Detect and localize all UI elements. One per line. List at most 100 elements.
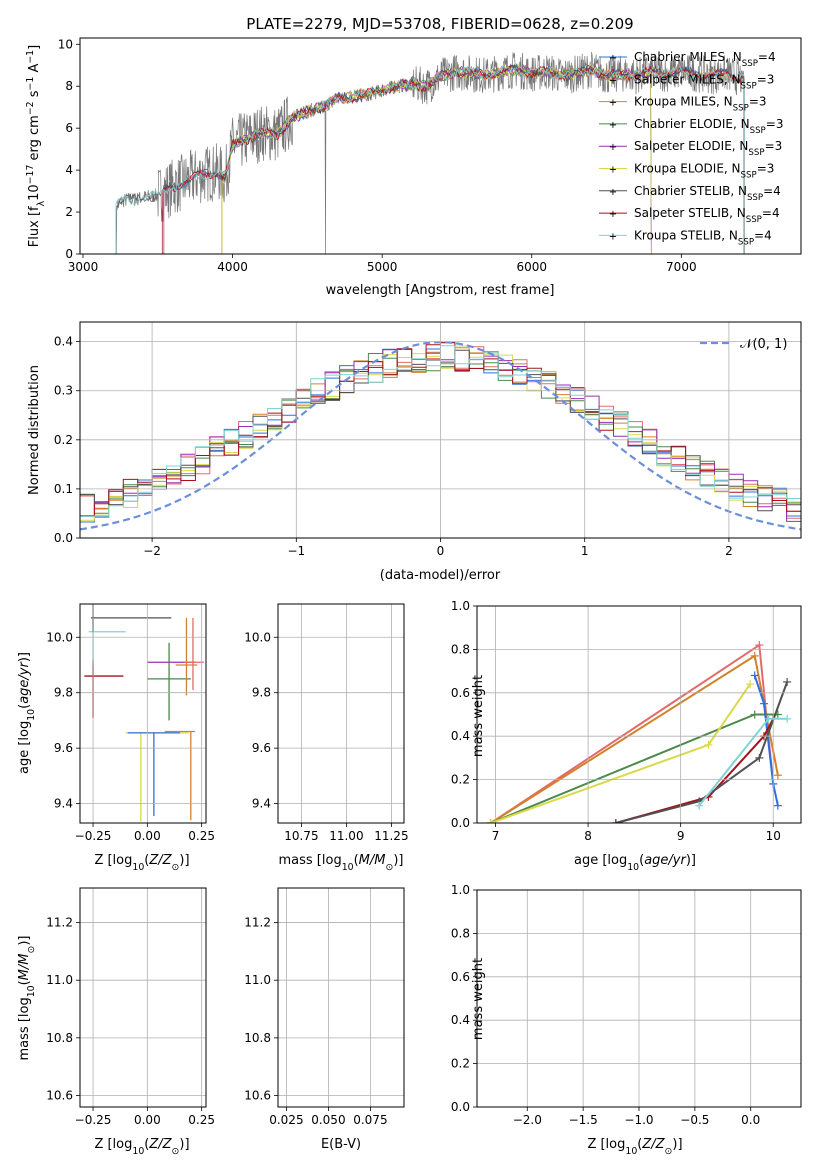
x-tick-label: 0.025 — [269, 1113, 303, 1127]
axes-frame — [476, 889, 802, 1108]
x-tick-label: 6000 — [516, 260, 547, 274]
mw-z-ylabel: mass weight — [471, 958, 486, 1040]
x-tick-label: −0.5 — [680, 1113, 709, 1127]
mass-weight-line-salpeter_stelib — [717, 1081, 751, 1107]
x-tick-label: 0.0 — [741, 1113, 760, 1127]
y-tick-label: 11.0 — [244, 973, 271, 987]
legend-marker: + — [609, 187, 617, 198]
x-tick-label: 0.00 — [134, 1113, 161, 1127]
x-tick-label: −0.25 — [75, 1113, 112, 1127]
y-tick-label: 0.0 — [451, 1100, 470, 1114]
x-tick-label: −2 — [143, 544, 161, 558]
y-tick-label: 2 — [65, 205, 73, 219]
x-tick-label: −2.0 — [513, 1113, 542, 1127]
errorbar-axes: −0.25 0.00 0.25 9.4 9.6 9.8 10.0 — [46, 603, 215, 843]
legend-label: Kroupa ELODIE, NSSP=3 — [634, 162, 774, 181]
model-chabrier_elodie — [221, 65, 652, 254]
mass-weight-line-kroupa_elodie — [490, 683, 751, 823]
x-tick-label: 11.00 — [329, 829, 363, 843]
y-tick-label: 10.0 — [244, 630, 271, 644]
y-tick-label: 10 — [58, 37, 73, 51]
model-salpeter_stelib — [161, 64, 745, 254]
legend-label: Salpeter MILES, NSSP=3 — [634, 72, 774, 91]
model-kroupa_miles — [221, 64, 745, 254]
mass-weight-axes: 7 8 9 10 0.0 0.2 0.4 0.6 0.8 1.0 — [451, 599, 802, 843]
y-tick-label: 8 — [65, 79, 73, 93]
y-tick-label: 1.0 — [451, 883, 470, 897]
x-tick-label: −0.25 — [75, 829, 112, 843]
errorbar-axes-marks — [84, 604, 204, 822]
x-tick-label: 0.050 — [311, 1113, 345, 1127]
mass-weight-line-kroupa_miles — [490, 654, 779, 823]
mass-weight-line-chabrier_elodie — [751, 999, 785, 1108]
y-tick-label: 4 — [65, 163, 73, 177]
axes-frame — [79, 37, 802, 255]
errorbar-axes: 0.025 0.050 0.075 10.6 10.8 11.0 11.2 — [244, 887, 405, 1127]
model-kroupa_stelib — [115, 64, 745, 254]
y-tick-label: 0.2 — [54, 433, 73, 447]
model-chabrier_miles — [163, 63, 745, 254]
mass-weight-axes: −2.0 −1.5 −1.0 −0.5 0.0 0.0 0.2 0.4 0.6 0.8 1.0 — [451, 883, 802, 1127]
x-tick-label: 0 — [437, 544, 445, 558]
y-tick-label: 0.3 — [54, 384, 73, 398]
age-z-ylabel: age [log10(age/yr)] — [17, 652, 37, 774]
y-tick-label: 0.6 — [451, 970, 470, 984]
axes-frame — [79, 603, 207, 824]
legend-marker: + — [609, 98, 617, 109]
legend-marker: + — [609, 120, 617, 131]
errorbar-axes-marks — [290, 900, 398, 1099]
x-tick-label: 5000 — [367, 260, 398, 274]
x-tick-label: 3000 — [68, 260, 99, 274]
y-tick-label: 11.2 — [46, 916, 73, 930]
legend-normal-label: 𝒩(0, 1) — [740, 337, 787, 352]
errorbar-axes-marks — [84, 900, 199, 1096]
x-tick-label: 10 — [766, 829, 781, 843]
mass-weight-line-kroupa_elodie — [751, 1029, 785, 1107]
figure-title: PLATE=2279, MJD=53708, FIBERID=0628, z=0… — [246, 15, 633, 33]
y-tick-label: 9.8 — [252, 686, 271, 700]
y-tick-label: 10.0 — [46, 630, 73, 644]
model-kroupa_elodie — [221, 62, 652, 254]
mw-z-xlabel: Z [log10(Z/Z⊙)] — [587, 1137, 682, 1157]
mass-weight-line-chabrier_miles — [753, 675, 779, 806]
x-tick-label: 7000 — [666, 260, 697, 274]
mass-weight-line-chabrier_stelib — [717, 1096, 751, 1107]
y-tick-label: 0.0 — [451, 816, 470, 830]
axes-frame — [79, 887, 207, 1108]
x-tick-label: 7 — [492, 829, 500, 843]
x-tick-label: 0.25 — [188, 829, 215, 843]
mw-age-ylabel: mass weight — [471, 675, 486, 757]
y-tick-label: 10.8 — [46, 1031, 73, 1045]
y-tick-label: 0.8 — [451, 642, 470, 656]
x-tick-label: 8 — [584, 829, 592, 843]
mass-weight-line-salpeter_stelib — [615, 718, 775, 823]
legend-label: Salpeter ELODIE, NSSP=3 — [634, 139, 782, 158]
model-salpeter_elodie — [221, 62, 652, 254]
y-tick-label: 0.8 — [451, 926, 470, 940]
mass-ebv-xlabel: E(B-V) — [321, 1137, 361, 1152]
spectrum-axes-marks — [115, 52, 745, 254]
age-z-xlabel: Z [log10(Z/Z⊙)] — [94, 853, 189, 873]
axes-frame — [277, 887, 405, 1108]
y-tick-label: 9.6 — [252, 741, 271, 755]
residual-axes: −2 −1 0 1 2 0.0 0.1 0.2 0.3 0.4 𝒩(0, 1) — [54, 321, 802, 558]
legend-label: Chabrier STELIB, NSSP=4 — [634, 184, 781, 203]
legend-label: Kroupa STELIB, NSSP=4 — [634, 228, 772, 247]
age-mass-xlabel: mass [log10(M/M⊙)] — [279, 853, 404, 873]
legend-label: Chabrier ELODIE, NSSP=3 — [634, 117, 783, 136]
legend-label: Chabrier MILES, NSSP=4 — [634, 50, 776, 69]
x-tick-label: 9 — [677, 829, 685, 843]
y-tick-label: 0 — [65, 247, 73, 261]
x-tick-label: 10.75 — [284, 829, 318, 843]
y-tick-label: 9.6 — [54, 741, 73, 755]
y-tick-label: 0.4 — [451, 729, 470, 743]
x-tick-label: 4000 — [217, 260, 248, 274]
errorbar-axes: 10.75 11.00 11.25 9.4 9.6 9.8 10.0 — [244, 603, 409, 843]
x-tick-label: 1 — [581, 544, 589, 558]
spectrum-axes: 3000 4000 5000 6000 7000 0 2 4 6 8 10 + Chabrier MIL… — [58, 37, 802, 274]
y-tick-label: 0.2 — [451, 1057, 470, 1071]
residual-ylabel: Normed distribution — [27, 365, 42, 495]
x-tick-label: 2 — [725, 544, 733, 558]
y-tick-label: 1.0 — [451, 599, 470, 613]
